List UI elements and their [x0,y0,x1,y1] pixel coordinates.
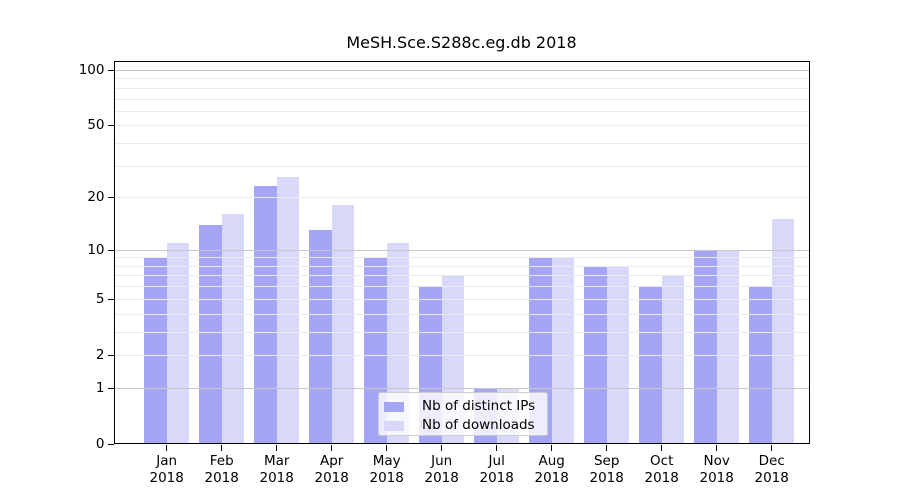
x-tick-oct [661,445,663,451]
x-tick-label-may: May 2018 [369,453,404,486]
gridline-y-70 [114,98,809,100]
x-tick-jan [166,445,168,451]
x-tick-label-apr: Apr 2018 [314,453,349,486]
y-tick-label-50: 50 [87,117,105,134]
legend-row-downloads: Nb of downloads [384,416,542,435]
legend-swatch-downloads [384,420,404,431]
x-tick-label-sep: Sep 2018 [589,453,624,486]
x-tick-label-jan: Jan 2018 [149,453,184,486]
y-tick-0 [107,444,114,445]
x-tick-label-dec: Dec 2018 [754,453,789,486]
x-tick-may [386,445,388,451]
gridline-y-90 [114,78,809,80]
y-tick-label-2: 2 [95,346,105,363]
x-tick-label-jun: Jun 2018 [424,453,459,486]
legend-label-downloads: Nb of downloads [422,417,535,433]
bar-distinct-ips-jan [144,257,167,444]
x-tick-feb [221,445,223,451]
bar-distinct-ips-sep [584,265,607,444]
y-tick-5 [107,298,114,300]
gridline-y-50 [114,125,809,127]
gridline-y-80 [114,87,809,89]
x-tick-label-jul: Jul 2018 [479,453,514,486]
x-tick-label-oct: Oct 2018 [644,453,679,486]
x-tick-label-aug: Aug 2018 [534,453,569,486]
y-tick-label-20: 20 [87,189,105,206]
legend-row-distinct-ips: Nb of distinct IPs [384,397,542,416]
bar-downloads-nov [716,249,740,444]
y-tick-20 [107,197,114,199]
x-tick-sep [606,445,608,451]
bar-downloads-aug [551,257,575,444]
x-tick-label-mar: Mar 2018 [259,453,294,486]
gridline-major-y-100 [114,70,809,71]
bar-downloads-feb [221,214,245,444]
y-tick-100 [107,70,114,71]
bar-downloads-apr [331,205,355,444]
y-tick-2 [107,354,114,356]
x-tick-nov [716,445,718,451]
y-tick-50 [107,125,114,127]
x-tick-jun [441,445,443,451]
gridline-y-30 [114,165,809,167]
bar-downloads-dec [771,219,795,444]
chart-title: MeSH.Sce.S288c.eg.db 2018 [346,33,577,52]
x-tick-dec [771,445,773,451]
legend: Nb of distinct IPs Nb of downloads [378,392,548,436]
y-tick-label-10: 10 [87,241,105,258]
legend-swatch-distinct-ips [384,401,404,412]
x-tick-mar [276,445,278,451]
bar-distinct-ips-dec [749,286,772,444]
bar-distinct-ips-apr [309,230,332,444]
y-tick-1 [107,387,114,389]
bar-distinct-ips-nov [694,249,717,444]
y-tick-10 [107,249,114,251]
y-tick-label-1: 1 [95,379,105,396]
x-tick-label-feb: Feb 2018 [204,453,239,486]
x-tick-jul [496,445,498,451]
gridline-y-60 [114,110,809,112]
gridline-y-40 [114,143,809,145]
bar-distinct-ips-oct [639,286,662,444]
x-tick-aug [551,445,553,451]
y-tick-label-0: 0 [95,436,105,452]
bar-downloads-mar [276,176,300,444]
bar-downloads-sep [606,265,630,444]
bar-downloads-jan [166,242,190,444]
gridline-y-20 [114,197,809,199]
bar-downloads-oct [661,275,685,444]
bar-distinct-ips-feb [199,224,222,444]
x-tick-apr [331,445,333,451]
y-tick-label-5: 5 [95,290,105,307]
y-tick-label-100: 100 [78,62,105,78]
bar-distinct-ips-mar [254,186,277,444]
x-tick-label-nov: Nov 2018 [699,453,734,486]
legend-label-distinct-ips: Nb of distinct IPs [422,398,536,414]
